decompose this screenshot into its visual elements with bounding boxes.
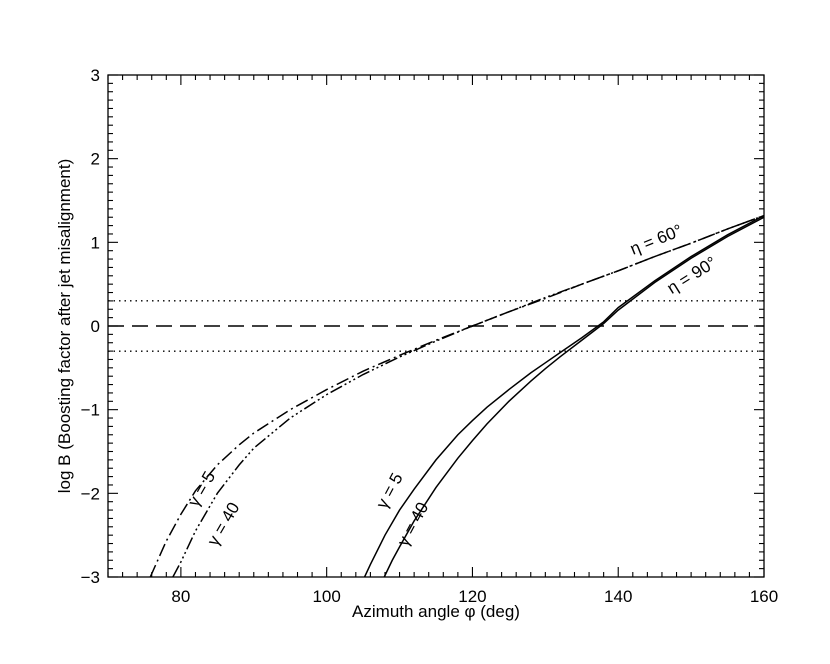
x-tick-label: 120 xyxy=(458,587,486,606)
annotation-0: η = 60° xyxy=(627,221,685,259)
curve-annotations: η = 60°η = 90°γ = 5γ = 40γ = 5γ = 40 xyxy=(184,221,720,550)
x-axis-label: Azimuth angle φ (deg) xyxy=(352,602,520,621)
y-tick-label: 1 xyxy=(91,233,100,252)
y-tick-label: −3 xyxy=(81,568,100,587)
reference-lines xyxy=(108,300,764,352)
series-line-3 xyxy=(383,216,764,577)
series-line-0 xyxy=(149,214,764,577)
data-series xyxy=(149,214,764,577)
y-axis-label: log B (Boosting factor after jet misalig… xyxy=(55,159,74,493)
x-tick-label: 80 xyxy=(171,587,190,606)
series-line-2 xyxy=(363,214,764,577)
y-tick-label: −1 xyxy=(81,401,100,420)
annotation-1: η = 90° xyxy=(664,253,720,298)
y-tick-label: 2 xyxy=(91,150,100,169)
y-tick-label: −2 xyxy=(81,484,100,503)
series-line-1 xyxy=(172,214,764,577)
y-tick-label: 0 xyxy=(91,317,100,336)
annotation-4: γ = 5 xyxy=(372,470,406,512)
x-tick-label: 160 xyxy=(750,587,778,606)
y-tick-label: 3 xyxy=(91,66,100,85)
x-tick-label: 140 xyxy=(604,587,632,606)
x-tick-label: 100 xyxy=(312,587,340,606)
axes: 80 100 120 140 160 −3 −2 −1 0 1 2 3 xyxy=(81,66,779,606)
annotation-2: γ = 5 xyxy=(184,468,219,510)
annotation-5: γ = 40 xyxy=(394,499,433,549)
